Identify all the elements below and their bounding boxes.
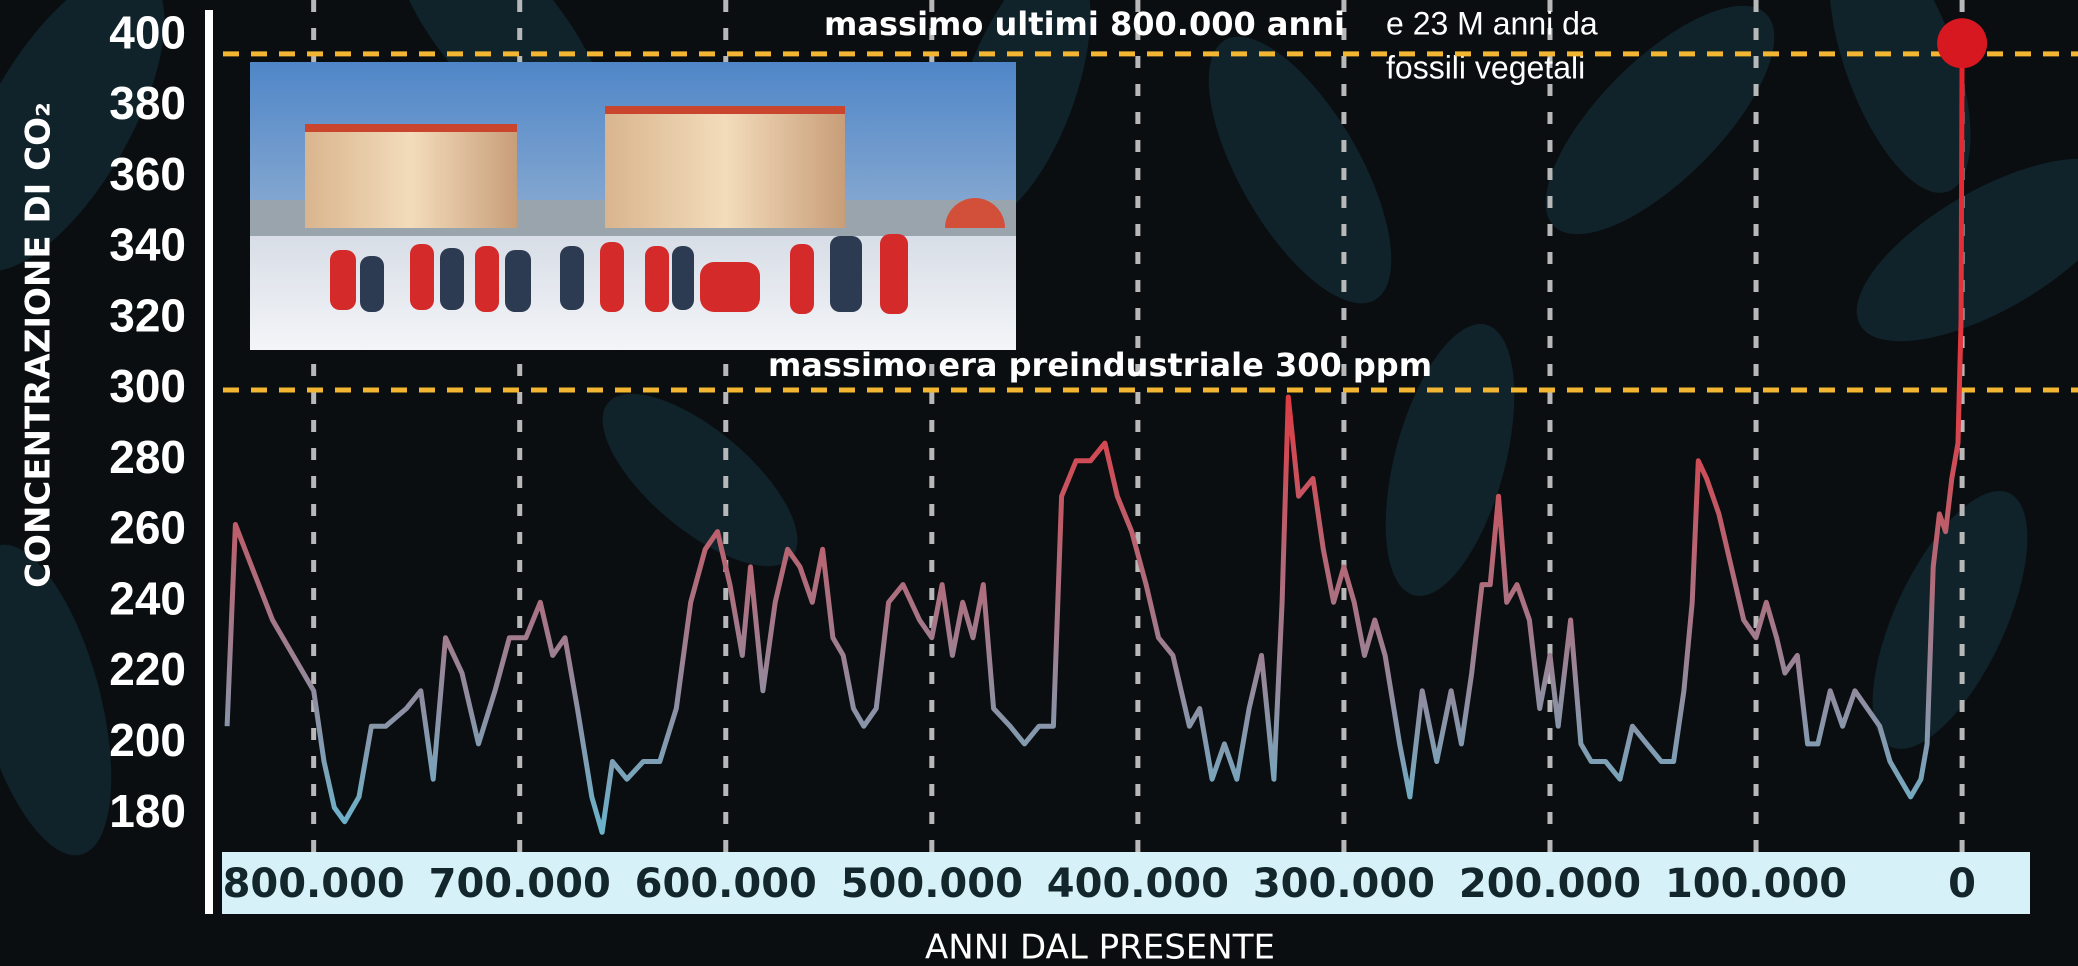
x-axis-band [222, 852, 2030, 914]
y-tick-label: 340 [109, 219, 186, 271]
photo-inset [250, 62, 1016, 350]
x-tick-label: 100.000 [1665, 861, 1847, 907]
x-tick-label: 700.000 [429, 861, 611, 907]
y-tick-label: 260 [109, 502, 186, 554]
data-line [224, 43, 1965, 835]
x-tick-label: 0 [1948, 861, 1976, 907]
x-tick-label: 300.000 [1253, 861, 1435, 907]
highlight-point [1937, 18, 1988, 69]
y-tick-label: 240 [109, 572, 186, 624]
y-tick-label: 380 [109, 77, 186, 129]
y-tick-label: 180 [109, 785, 186, 837]
y-tick-label: 360 [109, 148, 186, 200]
y-tick-label: 280 [109, 431, 186, 483]
x-tick-label: 200.000 [1459, 861, 1641, 907]
annotation: e 23 M anni da [1386, 5, 1598, 41]
x-tick-label: 400.000 [1047, 861, 1229, 907]
reference-label: massimo era preindustriale 300 ppm [768, 346, 1432, 384]
y-tick-label: 220 [109, 643, 186, 695]
x-tick-label: 500.000 [841, 861, 1023, 907]
y-tick-label: 200 [109, 714, 186, 766]
y-tick-label: 320 [109, 289, 186, 341]
y-tick-label: 400 [109, 6, 186, 58]
reference-label: massimo ultimi 800.000 anni [824, 5, 1345, 43]
y-axis-title: CONCENTRAZIONE DI CO₂ [19, 102, 59, 588]
x-tick-label: 800.000 [223, 861, 405, 907]
y-tick-label: 300 [109, 360, 186, 412]
x-tick-label: 600.000 [635, 861, 817, 907]
x-axis-title: ANNI DAL PRESENTE [925, 928, 1275, 966]
